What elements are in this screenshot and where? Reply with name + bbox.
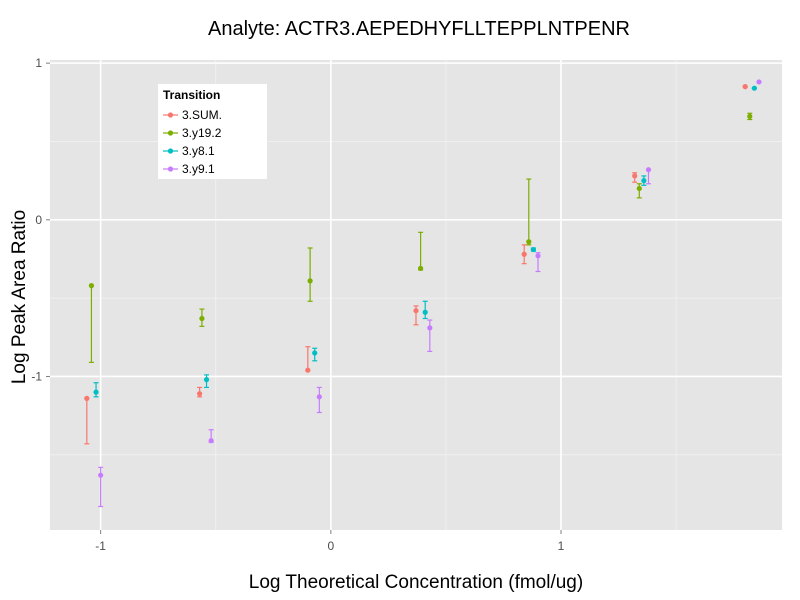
data-point (197, 391, 203, 397)
data-point (641, 178, 647, 184)
data-point (747, 113, 753, 119)
data-point (636, 185, 642, 192)
data-point (751, 85, 757, 91)
data-point (645, 167, 652, 173)
legend-box (158, 84, 267, 179)
x-tick-label: 0 (327, 539, 334, 553)
legend-label: 3.y9.1 (182, 162, 215, 176)
legend-label: 3.y19.2 (182, 126, 222, 140)
series-3.y8.1 (93, 85, 757, 398)
data-marks (84, 79, 762, 508)
data-point (742, 84, 748, 90)
data-point (208, 438, 214, 444)
data-point (418, 265, 424, 271)
data-point (413, 308, 419, 314)
data-point (316, 394, 322, 400)
legend-key-point (167, 130, 174, 136)
y-axis-title: Log Peak Area Ratio (9, 210, 30, 384)
data-point (93, 389, 99, 395)
data-point (427, 325, 433, 331)
legend-label: 3.SUM. (182, 108, 222, 122)
legend-key-point (167, 148, 174, 154)
data-point (307, 278, 313, 284)
data-point (88, 283, 95, 289)
data-point (756, 79, 762, 85)
data-point (632, 173, 638, 179)
data-point (530, 246, 536, 253)
series-3.y19.2 (88, 112, 753, 363)
legend-title: Transition (163, 88, 220, 102)
data-point (203, 377, 210, 383)
legend: Transition 3.SUM. 3.y19.2 3.y8.1 3.y9.1 (158, 84, 267, 179)
x-axis-title: Log Theoretical Concentration (fmol/ug) (249, 572, 583, 593)
data-point (312, 350, 318, 356)
y-tick-label: -1 (31, 369, 42, 383)
data-point (84, 395, 90, 401)
legend-key-point (167, 112, 174, 118)
data-point (422, 309, 428, 315)
data-point (521, 251, 527, 257)
data-point (98, 472, 104, 478)
legend-key-point (167, 166, 174, 172)
series-3.y9.1 (98, 79, 762, 508)
series-3.SUM. (84, 84, 748, 445)
x-tick-label: 1 (558, 539, 565, 553)
grid-lines (50, 60, 782, 530)
legend-label: 3.y8.1 (182, 144, 215, 158)
chart-title: Analyte: ACTR3.AEPEDHYFLLTEPPLNTPENR (208, 18, 630, 40)
y-tick-label: 0 (35, 213, 42, 227)
data-point (526, 239, 532, 245)
data-point (305, 367, 311, 373)
y-tick-label: 1 (35, 56, 42, 70)
x-tick-label: -1 (95, 539, 106, 553)
axis-ticks: -1 0 1 -1 0 1 (31, 56, 564, 553)
data-point (199, 315, 205, 322)
data-point (535, 253, 541, 259)
